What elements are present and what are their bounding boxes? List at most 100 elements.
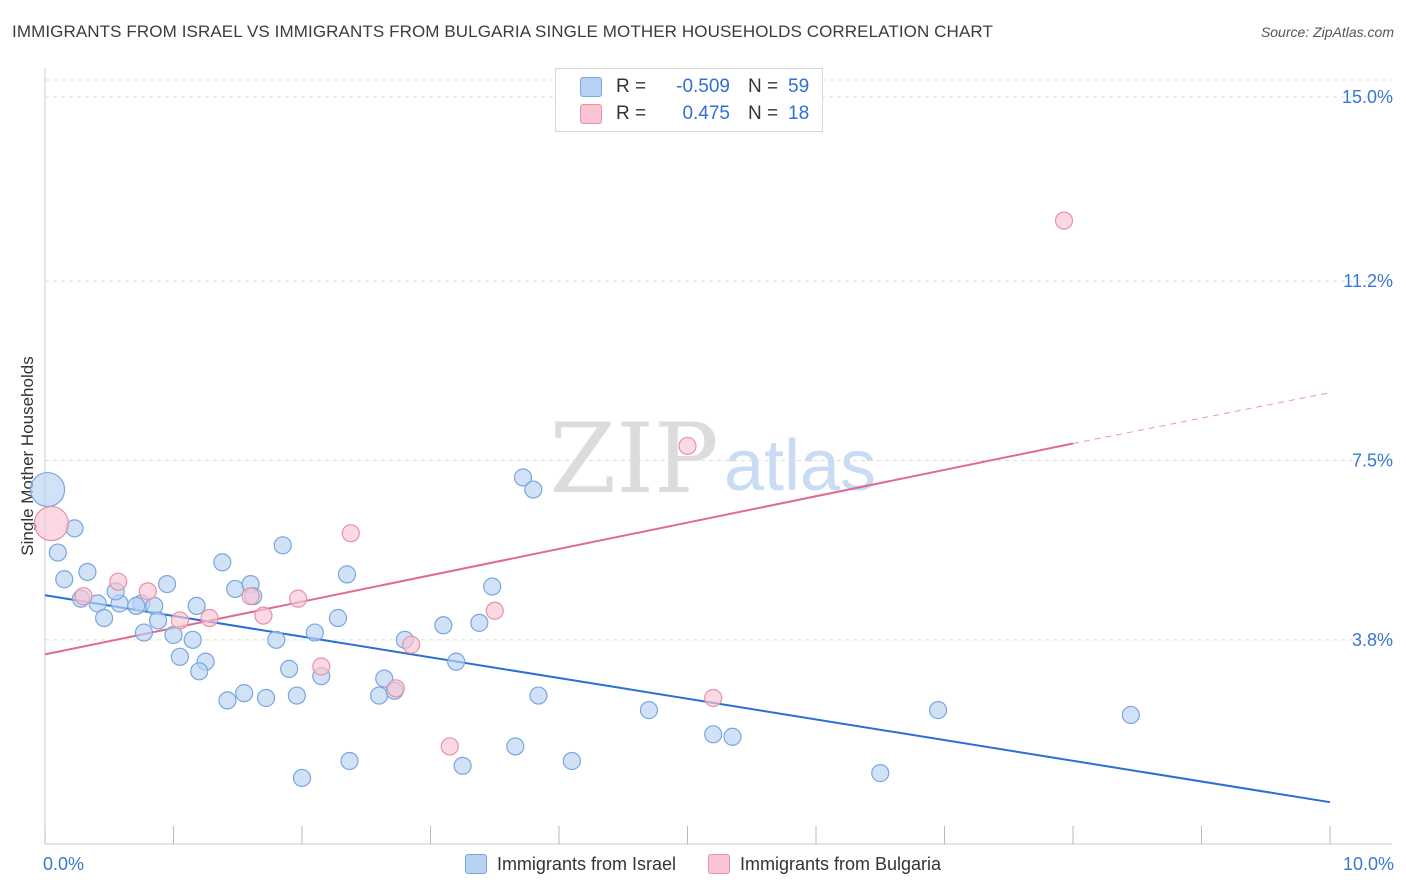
point-israel [871,764,890,783]
r-value-israel: -0.509 [676,76,730,97]
point-israel [148,611,168,630]
point-bulgaria [402,635,421,654]
point-israel [340,751,359,771]
point-bulgaria [704,688,723,708]
point-israel [95,608,114,628]
israel-swatch [464,854,487,874]
n-label: N = [748,103,779,124]
axis-layer [44,68,1392,845]
point-israel [235,684,254,703]
point-israel [292,768,312,788]
point-israel [453,756,472,775]
point-israel [48,543,67,562]
n-value-bulgaria: 18 [788,103,810,124]
n-label: N = [748,76,779,97]
point-bulgaria [678,436,697,456]
point-bulgaria [74,587,93,606]
point-bulgaria [341,524,360,543]
point-israel [287,686,306,705]
point-bulgaria [170,611,190,630]
point-bulgaria [254,606,273,625]
r-label: R = [616,103,647,124]
point-israel [506,737,525,756]
point-israel [328,608,348,628]
point-israel [213,553,232,572]
trend-line-israel [44,594,1331,804]
legend-item-israel[interactable]: Immigrants from Israel [464,853,676,875]
trend-line-bulgaria-extension [1072,392,1331,445]
point-israel [447,652,466,671]
point-israel [226,579,245,599]
point-bulgaria [1054,211,1074,230]
point-israel [273,536,292,555]
point-bulgaria [485,601,504,620]
point-israel [55,570,74,589]
point-israel [562,751,581,771]
watermark-atlas: atlas [724,426,876,506]
point-bulgaria [138,582,157,601]
grid-layer [45,79,1392,641]
point-bulgaria [312,657,331,676]
point-israel [370,686,389,705]
point-israel [170,647,190,666]
point-israel [434,616,453,635]
point-israel [187,596,206,616]
point-israel [127,596,146,616]
israel-swatch [580,77,602,97]
x-tick-label: 0.0% [43,854,84,874]
point-bulgaria [241,587,260,606]
point-israel [134,623,154,642]
point-israel [337,565,357,584]
chart-title: IMMIGRANTS FROM ISRAEL VS IMMIGRANTS FRO… [12,22,993,41]
points-layer [29,211,1140,788]
point-israel [375,669,394,688]
point-bulgaria [109,572,128,591]
point-israel [529,686,548,705]
point-israel [190,662,209,681]
point-israel [157,574,177,594]
legend-series: Immigrants from Israel Immigrants from B… [0,852,1406,876]
tick-labels: 3.8% 7.5% 11.2% 15.0% 0.0% 10.0% [43,87,1394,874]
legend-stats: R = -0.509 N = 59 R = 0.475 N = 18 [555,68,823,132]
bulgaria-swatch [707,854,730,874]
legend-label-israel: Immigrants from Israel [496,853,676,874]
point-israel [267,630,286,649]
point-israel [513,468,533,487]
legend-item-bulgaria[interactable]: Immigrants from Bulgaria [707,853,942,875]
legend-label-bulgaria: Immigrants from Bulgaria [739,853,942,874]
point-bulgaria [440,737,459,756]
legend-row-israel: R = -0.509 N = 59 [580,75,809,99]
point-israel [1121,705,1140,725]
watermark: ZIP atlas [549,403,876,515]
source-label: Source: ZipAtlas.com [1260,24,1394,40]
watermark-zip: ZIP [549,403,718,515]
point-israel [483,577,502,596]
point-bulgaria [386,679,405,698]
point-israel [256,688,276,708]
point-israel [723,727,742,746]
y-tick-label: 7.5% [1352,451,1393,471]
point-israel [524,480,543,499]
point-israel [470,613,489,632]
point-bulgaria [289,589,308,608]
point-israel [183,630,202,649]
point-bulgaria [33,505,70,542]
point-israel [218,691,237,710]
point-bulgaria [200,608,219,628]
point-israel [928,701,948,720]
point-israel [280,659,299,679]
y-tick-label: 11.2% [1343,271,1393,291]
y-tick-label: 3.8% [1352,630,1393,650]
point-israel [704,725,723,744]
point-israel [305,623,324,642]
point-israel [639,701,659,720]
point-israel [78,562,97,582]
x-tick-label: 10.0% [1343,854,1394,874]
r-label: R = [616,76,647,97]
n-value-israel: 59 [788,76,810,97]
y-tick-label: 15.0% [1342,87,1393,107]
bulgaria-swatch [580,104,602,124]
r-value-bulgaria: 0.475 [682,103,730,124]
legend-row-bulgaria: R = 0.475 N = 18 [580,102,809,126]
